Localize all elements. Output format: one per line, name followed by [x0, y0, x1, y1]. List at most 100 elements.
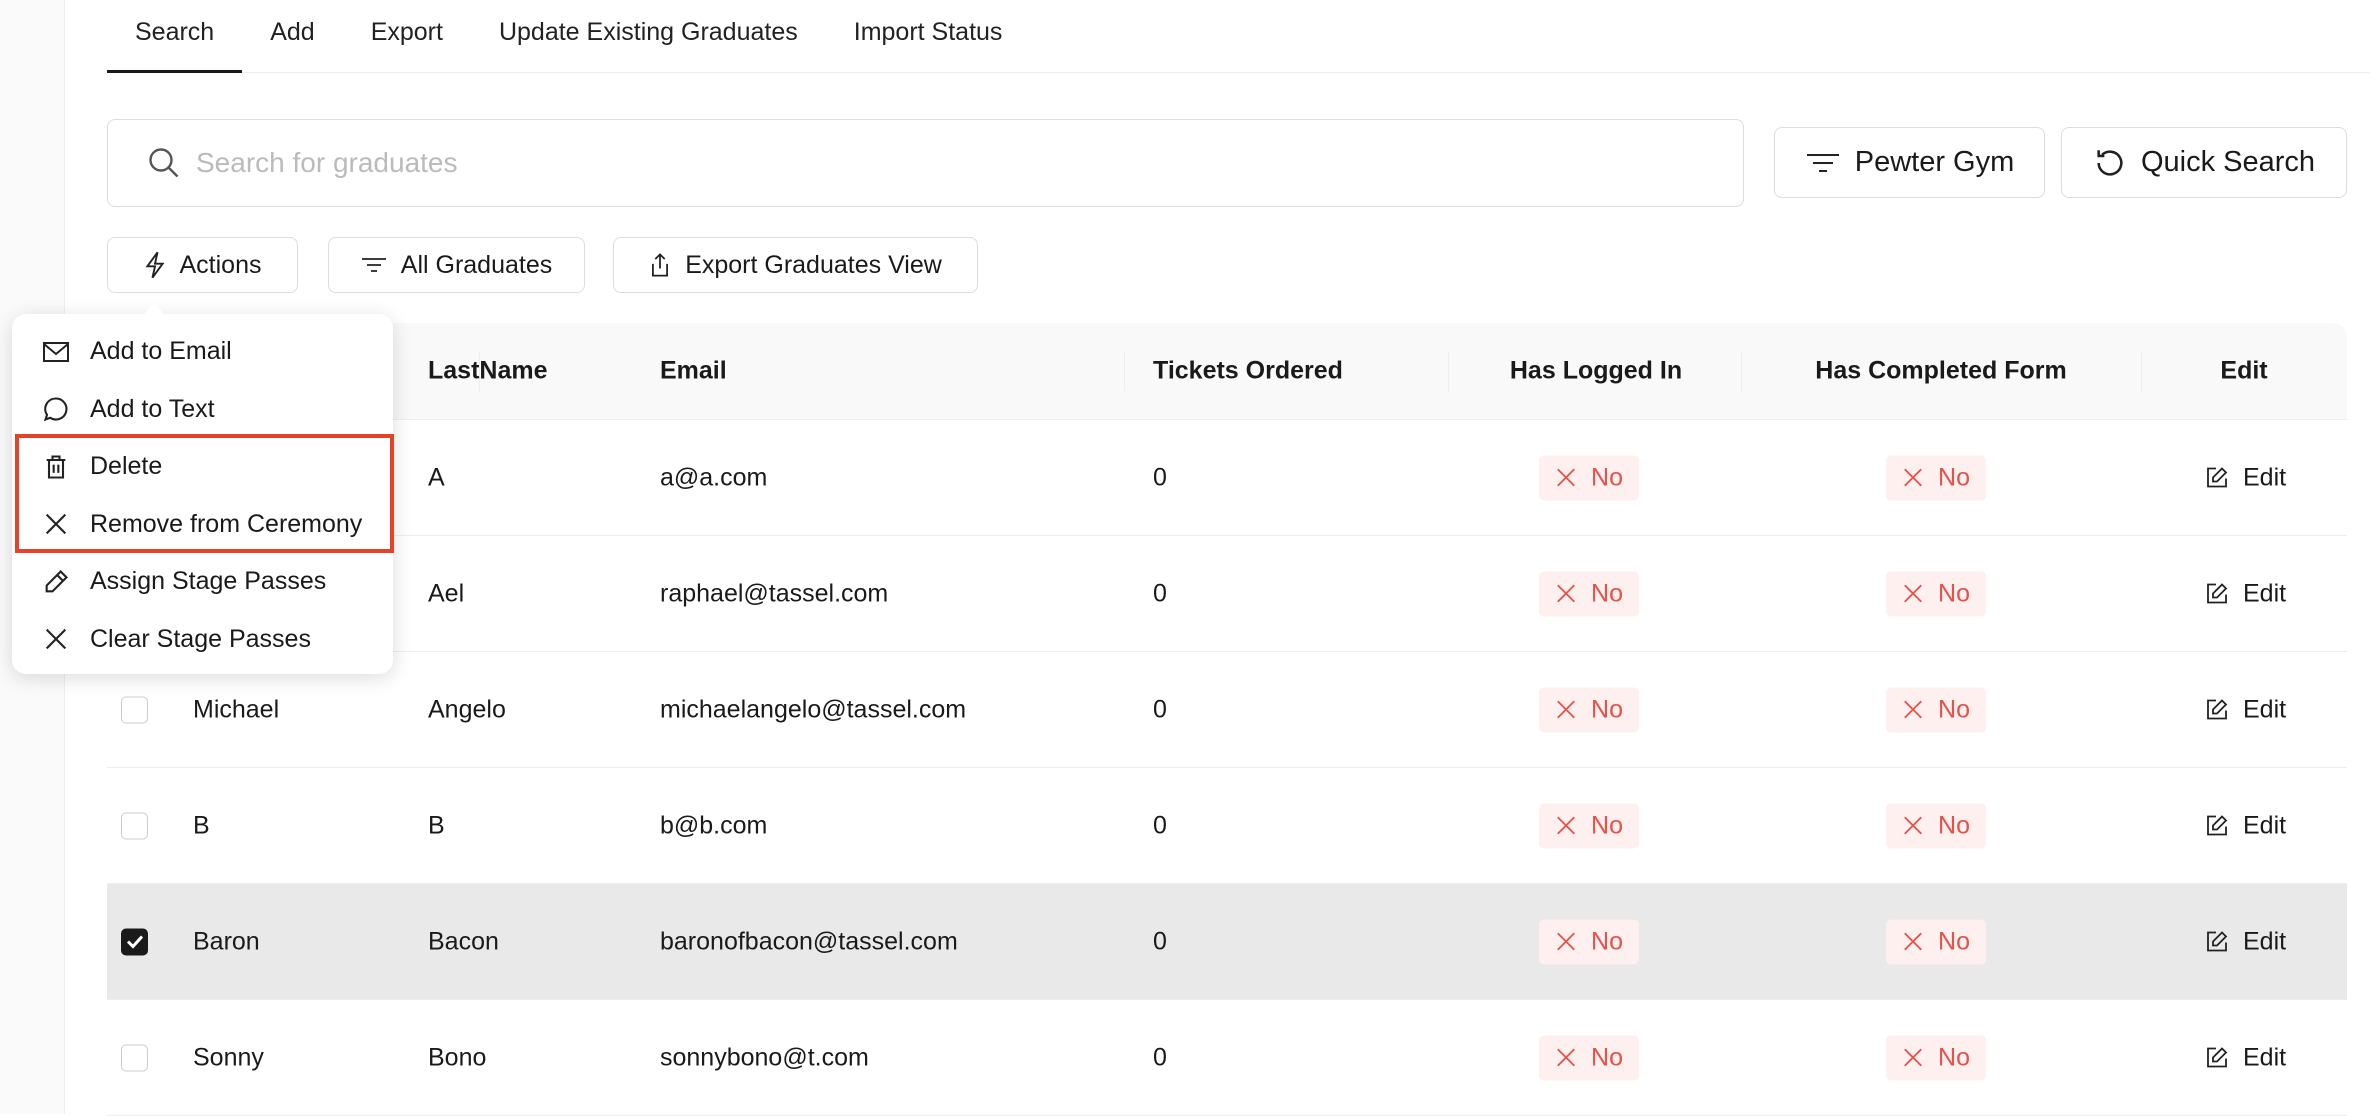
menu-item-assign-stage-passes[interactable]: Assign Stage Passes	[12, 553, 393, 611]
all-graduates-filter-button[interactable]: All Graduates	[328, 237, 585, 293]
tickets-ordered: 0	[1153, 579, 1167, 607]
badge-text: No	[1938, 695, 1970, 723]
edit-icon	[2207, 583, 2228, 604]
actions-button[interactable]: Actions	[107, 237, 298, 293]
location-filter-button[interactable]: Pewter Gym	[1774, 127, 2045, 198]
has-logged-in-badge: No	[1539, 1035, 1639, 1080]
column-divider	[1741, 351, 1742, 391]
email: baronofbacon@tassel.com	[660, 927, 958, 955]
actions-dropdown-menu: Add to Email Add to Text Delete Remove from…	[12, 304, 394, 674]
row-checkbox[interactable]	[121, 928, 148, 955]
badge-text: No	[1591, 811, 1623, 839]
menu-item-add-to-text[interactable]: Add to Text	[12, 381, 393, 439]
has-logged-in-badge: No	[1539, 571, 1639, 616]
edit-button[interactable]: Edit	[2205, 463, 2286, 492]
menu-item-clear-stage-passes[interactable]: Clear Stage Passes	[12, 611, 393, 669]
table-row[interactable]: Sonny Bono sonnybono@t.com 0 No No Edit	[107, 1000, 2347, 1116]
column-divider	[1448, 351, 1449, 391]
search-input[interactable]	[196, 147, 1596, 179]
edit-label: Edit	[2243, 695, 2287, 723]
tab-search[interactable]: Search	[107, 0, 243, 73]
row-checkbox[interactable]	[121, 1044, 148, 1071]
header-lastname[interactable]: LastName	[428, 356, 548, 385]
tickets-ordered: 0	[1153, 1043, 1167, 1071]
email: a@a.com	[660, 463, 768, 491]
email: sonnybono@t.com	[660, 1043, 869, 1071]
last-name: Bono	[428, 1043, 487, 1071]
badge-text: No	[1591, 579, 1623, 607]
search-icon	[149, 148, 179, 178]
badge-text: No	[1591, 695, 1623, 723]
column-divider	[2141, 351, 2142, 391]
x-icon	[1902, 931, 1924, 953]
tickets-ordered: 0	[1153, 695, 1167, 723]
tab-update-existing-graduates[interactable]: Update Existing Graduates	[498, 18, 798, 46]
x-icon	[1555, 931, 1577, 953]
export-view-label: Export Graduates View	[685, 250, 942, 279]
row-checkbox[interactable]	[121, 812, 148, 839]
column-divider	[479, 351, 480, 391]
x-icon	[1555, 815, 1577, 837]
column-divider	[1124, 351, 1125, 391]
x-icon	[42, 510, 70, 538]
menu-item-delete[interactable]: Delete	[12, 438, 393, 496]
tab-bar: Search Add Export Update Existing Graduates…	[107, 0, 2370, 73]
edit-button[interactable]: Edit	[2205, 811, 2286, 840]
badge-text: No	[1938, 579, 1970, 607]
menu-item-add-to-email[interactable]: Add to Email	[12, 323, 393, 381]
quick-search-button[interactable]: Quick Search	[2061, 127, 2347, 198]
quick-search-label: Quick Search	[2140, 146, 2316, 178]
header-tickets-ordered[interactable]: Tickets Ordered	[1153, 356, 1343, 385]
tab-export[interactable]: Export	[370, 18, 443, 46]
edit-label: Edit	[2243, 579, 2287, 607]
header-has-logged-in[interactable]: Has Logged In	[1509, 356, 1683, 385]
actions-label: Actions	[179, 250, 262, 279]
table-row[interactable]: Baron Bacon baronofbacon@tassel.com 0 No No Ed…	[107, 884, 2347, 1000]
has-completed-form-badge: No	[1886, 455, 1986, 500]
mail-icon	[42, 340, 70, 364]
export-graduates-view-button[interactable]: Export Graduates View	[613, 237, 978, 293]
edit-button[interactable]: Edit	[2205, 927, 2286, 956]
edit-button[interactable]: Edit	[2205, 1043, 2286, 1072]
tab-import-status[interactable]: Import Status	[853, 18, 1003, 46]
email: raphael@tassel.com	[660, 579, 889, 607]
table-header: LastName Email Tickets Ordered Has Logge…	[107, 323, 2347, 420]
header-has-completed-form[interactable]: Has Completed Form	[1815, 356, 2067, 385]
row-checkbox[interactable]	[121, 696, 148, 723]
x-icon	[1902, 1047, 1924, 1069]
x-icon	[1902, 583, 1924, 605]
lightning-icon	[144, 251, 165, 279]
share-icon	[652, 253, 669, 277]
edit-label: Edit	[2243, 927, 2287, 955]
table-row[interactable]: Ael raphael@tassel.com 0 No No Edit	[107, 536, 2347, 652]
menu-item-label: Remove from Ceremony	[90, 509, 363, 538]
menu-item-label: Clear Stage Passes	[90, 624, 311, 653]
table-row[interactable]: Michael Angelo michaelangelo@tassel.com 0 No…	[107, 652, 2347, 768]
tab-add[interactable]: Add	[270, 18, 315, 46]
tickets-ordered: 0	[1153, 811, 1167, 839]
email: michaelangelo@tassel.com	[660, 695, 967, 723]
has-logged-in-badge: No	[1539, 455, 1639, 500]
x-icon	[1555, 1047, 1577, 1069]
refresh-icon	[2097, 149, 2123, 176]
edit-label: Edit	[2243, 463, 2287, 491]
filter-icon	[1806, 153, 1839, 172]
edit-button[interactable]: Edit	[2205, 695, 2286, 724]
x-icon	[42, 625, 70, 653]
badge-text: No	[1591, 927, 1623, 955]
menu-item-remove-from-ceremony[interactable]: Remove from Ceremony	[12, 496, 393, 554]
edit-label: Edit	[2243, 811, 2287, 839]
header-edit: Edit	[2220, 356, 2268, 385]
edit-icon	[2207, 815, 2228, 836]
first-name: Michael	[193, 695, 280, 723]
header-email[interactable]: Email	[660, 356, 727, 385]
edit-button[interactable]: Edit	[2205, 579, 2286, 608]
badge-text: No	[1938, 1043, 1970, 1071]
last-name: A	[428, 463, 445, 491]
menu-item-label: Assign Stage Passes	[90, 567, 327, 596]
has-completed-form-badge: No	[1886, 919, 1986, 964]
badge-text: No	[1591, 463, 1623, 491]
tickets-ordered: 0	[1153, 927, 1167, 955]
